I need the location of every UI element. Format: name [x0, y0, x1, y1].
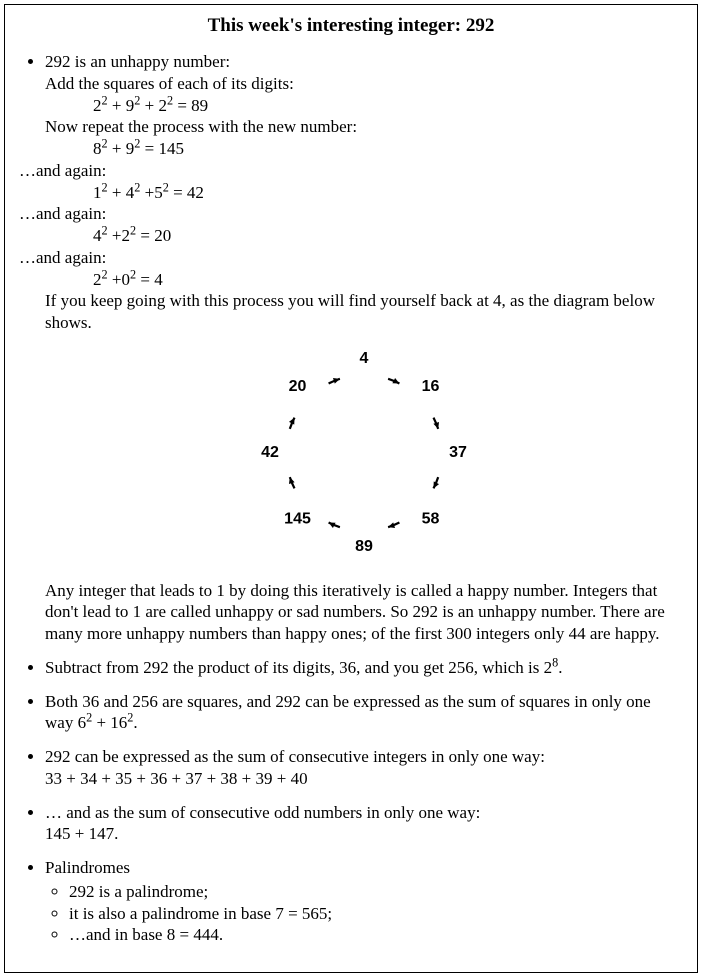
- bullet-palindromes: Palindromes 292 is a palindrome; it is a…: [45, 857, 683, 946]
- bullet2-a: Subtract from 292 the product of its dig…: [45, 658, 552, 677]
- eq5-b: 0: [121, 270, 130, 289]
- svg-text:16: 16: [422, 378, 440, 395]
- page-title: This week's interesting integer: 292: [19, 15, 683, 37]
- svg-text:145: 145: [284, 510, 311, 527]
- eq1-b: 9: [126, 96, 135, 115]
- bullet6-head: Palindromes: [45, 858, 130, 877]
- again-1: …and again:: [19, 160, 683, 182]
- again-2: …and again:: [19, 203, 683, 225]
- bullet-subtract: Subtract from 292 the product of its dig…: [45, 657, 683, 679]
- eq2-r: 145: [158, 139, 184, 158]
- cycle-svg: 4 16 37 58 89 145 42 20: [234, 348, 494, 558]
- unhappy-explain: Any integer that leads to 1 by doing thi…: [45, 580, 683, 645]
- svg-text:58: 58: [422, 510, 440, 527]
- eq4-r: 20: [154, 226, 171, 245]
- bullet5-b: 145 + 147.: [45, 824, 118, 843]
- svg-text:89: 89: [355, 538, 373, 555]
- eq1-r: 89: [191, 96, 208, 115]
- bullet4-a: 292 can be expressed as the sum of conse…: [45, 747, 545, 766]
- pal-2: it is also a palindrome in base 7 = 565;: [69, 903, 683, 925]
- unhappy-conclusion: If you keep going with this process you …: [45, 290, 683, 334]
- pal-1: 292 is a palindrome;: [69, 881, 683, 903]
- svg-text:37: 37: [449, 444, 467, 461]
- eq4-b: 2: [121, 226, 130, 245]
- content-box: This week's interesting integer: 292 292…: [4, 4, 698, 973]
- eq3-a: 1: [93, 183, 102, 202]
- bullet3-mid: + 16: [92, 713, 127, 732]
- bullet5-a: … and as the sum of consecutive odd numb…: [45, 803, 480, 822]
- eq3-c: 5: [154, 183, 163, 202]
- bullet2-b: .: [558, 658, 562, 677]
- eq4-a: 4: [93, 226, 102, 245]
- eq1-a: 2: [93, 96, 102, 115]
- bullet-unhappy: 292 is an unhappy number: Add the square…: [45, 51, 683, 645]
- eq1: 22 + 92 + 22 = 89: [45, 95, 683, 117]
- svg-text:4: 4: [360, 350, 369, 367]
- bullet-consec-int: 292 can be expressed as the sum of conse…: [45, 746, 683, 790]
- eq2: 82 + 92 = 145: [45, 138, 683, 160]
- svg-text:42: 42: [261, 444, 279, 461]
- eq5-r: 4: [154, 270, 163, 289]
- eq3-r: 42: [187, 183, 204, 202]
- eq2-a: 8: [93, 139, 102, 158]
- bullet-consec-odd: … and as the sum of consecutive odd numb…: [45, 802, 683, 846]
- main-list: 292 is an unhappy number: Add the square…: [19, 51, 683, 946]
- cycle-diagram: 4 16 37 58 89 145 42 20: [45, 348, 683, 564]
- eq3: 12 + 42 +52 = 42: [45, 182, 683, 204]
- unhappy-repeat-line: Now repeat the process with the new numb…: [45, 117, 357, 136]
- svg-text:20: 20: [289, 378, 307, 395]
- bullet3-end: .: [133, 713, 137, 732]
- bullet-squares: Both 36 and 256 are squares, and 292 can…: [45, 691, 683, 735]
- eq2-b: 9: [126, 139, 135, 158]
- eq5: 22 +02 = 4: [45, 269, 683, 291]
- eq1-c: 2: [158, 96, 167, 115]
- pal-3: …and in base 8 = 444.: [69, 924, 683, 946]
- unhappy-add-line: Add the squares of each of its digits:: [45, 74, 294, 93]
- unhappy-intro: 292 is an unhappy number:: [45, 52, 230, 71]
- again-3: …and again:: [19, 247, 683, 269]
- palindrome-sublist: 292 is a palindrome; it is also a palind…: [45, 881, 683, 946]
- bullet4-b: 33 + 34 + 35 + 36 + 37 + 38 + 39 + 40: [45, 769, 308, 788]
- eq3-b: 4: [126, 183, 135, 202]
- eq4: 42 +22 = 20: [45, 225, 683, 247]
- eq5-a: 2: [93, 270, 102, 289]
